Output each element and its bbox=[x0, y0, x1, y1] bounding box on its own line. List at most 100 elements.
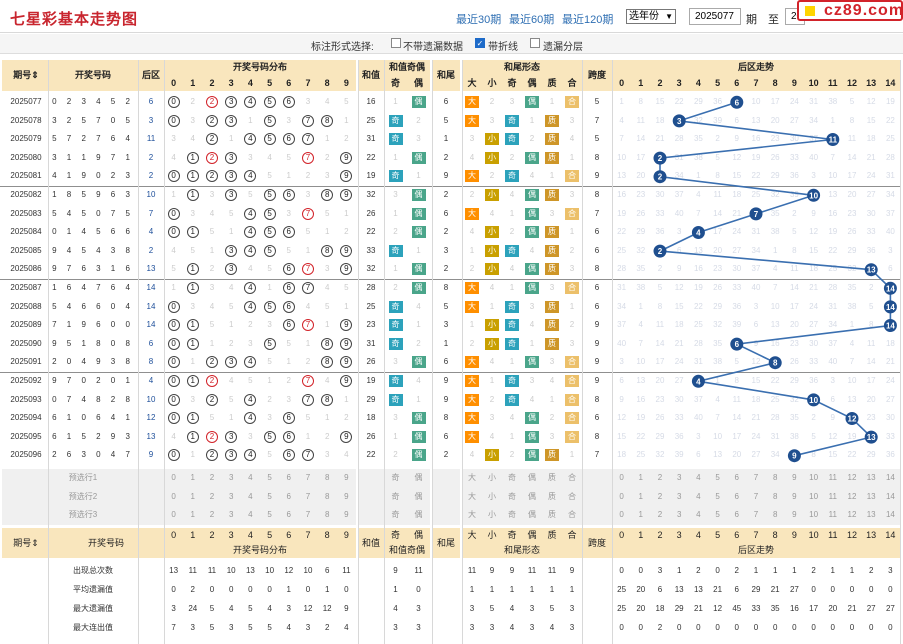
preselect-even[interactable]: 偶 bbox=[407, 487, 430, 507]
preselect-back[interactable]: 6 bbox=[727, 506, 747, 525]
preselect-back[interactable]: 3 bbox=[669, 469, 689, 488]
preselect-digit[interactable]: 4 bbox=[240, 487, 260, 507]
year-select[interactable]: 选年份 ▼ bbox=[626, 9, 676, 24]
preselect-digit[interactable]: 3 bbox=[221, 487, 241, 507]
preselect-back[interactable]: 12 bbox=[842, 469, 862, 488]
preselect-back[interactable]: 13 bbox=[861, 487, 881, 507]
preselect-digit[interactable]: 4 bbox=[240, 469, 260, 488]
preselect-digit[interactable]: 0 bbox=[164, 487, 184, 507]
preselect-back[interactable]: 5 bbox=[708, 469, 728, 488]
preselect-even[interactable]: 偶 bbox=[407, 506, 430, 525]
preselect-digit[interactable]: 0 bbox=[164, 506, 184, 525]
preselect-back[interactable]: 0 bbox=[612, 487, 632, 507]
preselect-back[interactable]: 14 bbox=[880, 469, 900, 488]
preselect-back[interactable]: 8 bbox=[765, 487, 785, 507]
preselect-back[interactable]: 14 bbox=[880, 487, 900, 507]
preselect-back[interactable]: 11 bbox=[823, 506, 843, 525]
preselect-odd[interactable]: 奇 bbox=[384, 469, 407, 488]
preselect-back[interactable]: 7 bbox=[746, 487, 766, 507]
preselect-digit[interactable]: 5 bbox=[260, 469, 280, 488]
preselect-back[interactable]: 9 bbox=[784, 506, 804, 525]
preselect-digit[interactable]: 2 bbox=[202, 469, 222, 488]
preselect-back[interactable]: 5 bbox=[708, 506, 728, 525]
preselect-digit[interactable]: 3 bbox=[221, 506, 241, 525]
preselect-odd[interactable]: 奇 bbox=[384, 506, 407, 525]
preselect-back[interactable]: 12 bbox=[842, 506, 862, 525]
preselect-digit[interactable]: 1 bbox=[183, 469, 203, 488]
preselect-digit[interactable]: 2 bbox=[202, 487, 222, 507]
preselect-back[interactable]: 8 bbox=[765, 469, 785, 488]
preselect-form[interactable]: 小 bbox=[482, 506, 502, 525]
preselect-form[interactable]: 小 bbox=[482, 469, 502, 488]
preselect-back[interactable]: 9 bbox=[784, 487, 804, 507]
preselect-back[interactable]: 1 bbox=[631, 506, 651, 525]
preselect-form[interactable]: 偶 bbox=[522, 506, 542, 525]
preselect-back[interactable]: 11 bbox=[823, 469, 843, 488]
preselect-back[interactable]: 2 bbox=[650, 506, 670, 525]
layer-checkbox[interactable] bbox=[530, 38, 540, 48]
preselect-form[interactable]: 小 bbox=[482, 487, 502, 507]
preselect-back[interactable]: 3 bbox=[669, 506, 689, 525]
preselect-back[interactable]: 13 bbox=[861, 506, 881, 525]
preselect-digit[interactable]: 4 bbox=[240, 506, 260, 525]
preselect-back[interactable]: 5 bbox=[708, 487, 728, 507]
preselect-back[interactable]: 2 bbox=[650, 487, 670, 507]
preselect-back[interactable]: 4 bbox=[688, 487, 708, 507]
preselect-back[interactable]: 10 bbox=[804, 469, 824, 488]
preselect-form[interactable]: 奇 bbox=[502, 487, 522, 507]
preselect-back[interactable]: 7 bbox=[746, 506, 766, 525]
preselect-digit[interactable]: 6 bbox=[279, 469, 299, 488]
from-period-input[interactable]: 2025077 bbox=[689, 8, 741, 25]
bottom-period-header[interactable]: 期号⇕ bbox=[2, 527, 50, 558]
preselect-digit[interactable]: 7 bbox=[298, 506, 318, 525]
preselect-back[interactable]: 11 bbox=[823, 487, 843, 507]
preselect-form[interactable]: 合 bbox=[562, 487, 582, 507]
preselect-back[interactable]: 10 bbox=[804, 506, 824, 525]
recent-60-link[interactable]: 最近60期 bbox=[509, 14, 555, 26]
preselect-form[interactable]: 偶 bbox=[522, 469, 542, 488]
preselect-back[interactable]: 3 bbox=[669, 487, 689, 507]
preselect-digit[interactable]: 7 bbox=[298, 469, 318, 488]
preselect-digit[interactable]: 7 bbox=[298, 487, 318, 507]
preselect-form[interactable]: 偶 bbox=[522, 487, 542, 507]
preselect-digit[interactable]: 9 bbox=[336, 506, 356, 525]
preselect-back[interactable]: 0 bbox=[612, 469, 632, 488]
preselect-form[interactable]: 合 bbox=[562, 506, 582, 525]
preselect-form[interactable]: 奇 bbox=[502, 506, 522, 525]
preselect-form[interactable]: 质 bbox=[542, 506, 562, 525]
preselect-back[interactable]: 1 bbox=[631, 469, 651, 488]
preselect-back[interactable]: 2 bbox=[650, 469, 670, 488]
preselect-form[interactable]: 大 bbox=[462, 506, 482, 525]
preselect-form[interactable]: 大 bbox=[462, 487, 482, 507]
preselect-digit[interactable]: 8 bbox=[317, 487, 337, 507]
preselect-back[interactable]: 6 bbox=[727, 469, 747, 488]
preselect-back[interactable]: 14 bbox=[880, 506, 900, 525]
preselect-back[interactable]: 0 bbox=[612, 506, 632, 525]
preselect-form[interactable]: 奇 bbox=[502, 469, 522, 488]
preselect-digit[interactable]: 9 bbox=[336, 469, 356, 488]
preselect-form[interactable]: 大 bbox=[462, 469, 482, 488]
polyline-checkbox[interactable]: ✓ bbox=[475, 38, 485, 48]
no-omission-checkbox[interactable] bbox=[391, 38, 401, 48]
preselect-digit[interactable]: 1 bbox=[183, 506, 203, 525]
preselect-form[interactable]: 质 bbox=[542, 469, 562, 488]
preselect-back[interactable]: 13 bbox=[861, 469, 881, 488]
preselect-form[interactable]: 质 bbox=[542, 487, 562, 507]
preselect-digit[interactable]: 6 bbox=[279, 487, 299, 507]
preselect-digit[interactable]: 5 bbox=[260, 487, 280, 507]
preselect-back[interactable]: 7 bbox=[746, 469, 766, 488]
preselect-back[interactable]: 4 bbox=[688, 469, 708, 488]
preselect-digit[interactable]: 1 bbox=[183, 487, 203, 507]
site-badge[interactable]: cz89.com bbox=[797, 0, 903, 21]
preselect-odd[interactable]: 奇 bbox=[384, 487, 407, 507]
preselect-back[interactable]: 8 bbox=[765, 506, 785, 525]
preselect-digit[interactable]: 3 bbox=[221, 469, 241, 488]
col-period-header[interactable]: 期号⇕ bbox=[2, 60, 50, 91]
recent-30-link[interactable]: 最近30期 bbox=[456, 14, 502, 26]
preselect-digit[interactable]: 0 bbox=[164, 469, 184, 488]
preselect-digit[interactable]: 8 bbox=[317, 469, 337, 488]
preselect-back[interactable]: 9 bbox=[784, 469, 804, 488]
preselect-digit[interactable]: 9 bbox=[336, 487, 356, 507]
preselect-digit[interactable]: 6 bbox=[279, 506, 299, 525]
preselect-even[interactable]: 偶 bbox=[407, 469, 430, 488]
